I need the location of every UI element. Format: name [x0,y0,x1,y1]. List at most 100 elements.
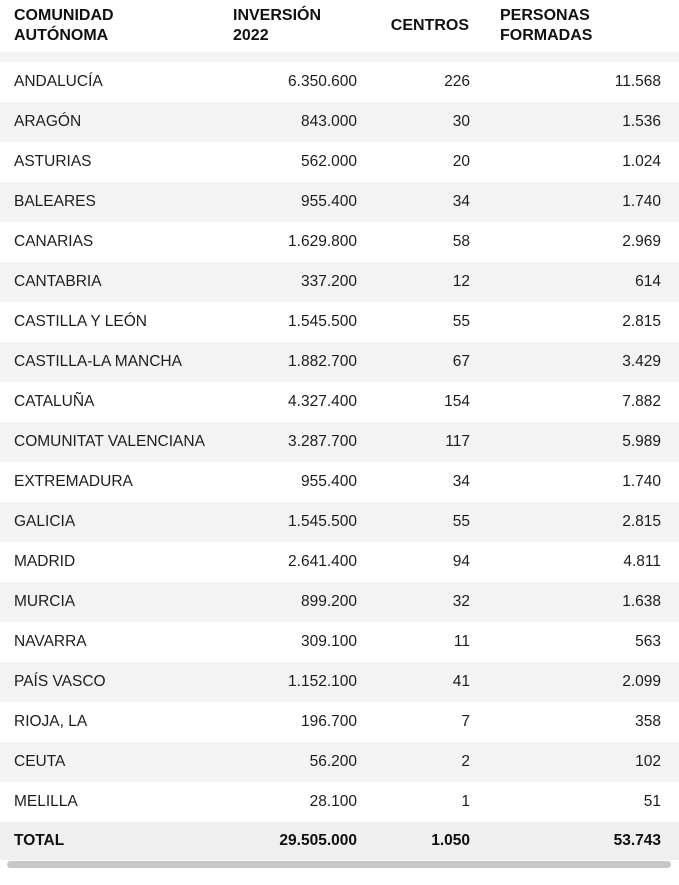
cell-investment: 6.350.600 [288,73,357,90]
table-row: ANDALUCÍA 6.350.600 226 11.568 [0,57,679,102]
cell-investment: 196.700 [300,713,357,730]
table-row: MADRID 2.641.400 94 4.811 [0,542,679,582]
cell-centers: 30 [452,113,470,130]
cell-trained: 7.882 [622,393,661,410]
col-header-comunidad-autonoma: COMUNIDAD AUTÓNOMA [0,0,219,62]
cell-trained: 1.638 [622,593,661,610]
cell-investment: 1.629.800 [288,233,357,250]
cell-trained: 5.989 [622,433,661,450]
cell-community: MURCIA [14,593,76,610]
cell-community: BALEARES [14,193,96,210]
cell-investment: 899.200 [300,593,357,610]
cell-centers: 94 [452,553,470,570]
cell-trained: 563 [635,633,661,650]
cell-centers: 55 [452,513,470,530]
header-row: COMUNIDAD AUTÓNOMA INVERSIÓN 2022 CENTRO… [0,0,679,62]
col-header-personas-formadas: PERSONAS FORMADAS [470,0,679,62]
cell-centers: 226 [444,73,470,90]
cell-community: RIOJA, LA [14,713,88,730]
cell-community: COMUNITAT VALENCIANA [14,433,205,450]
cell-community: PAÍS VASCO [14,673,106,690]
table-row: EXTREMADURA 955.400 34 1.740 [0,462,679,502]
cell-community: CEUTA [14,753,66,770]
cell-trained: 51 [643,793,661,810]
cell-centers: 55 [452,313,470,330]
cell-investment: 1.152.100 [288,673,357,690]
cell-community: GALICIA [14,513,76,530]
cell-investment: 337.200 [300,273,357,290]
table-row: ARAGÓN 843.000 30 1.536 [0,102,679,142]
cell-trained: 3.429 [622,353,661,370]
cell-community: ANDALUCÍA [14,73,103,90]
cell-investment: 4.327.400 [288,393,357,410]
scrollbar-thumb[interactable] [7,861,671,868]
cell-investment: 1.545.500 [288,313,357,330]
total-investment-value: 29.505.000 [219,822,357,860]
table-row: NAVARRA 309.100 11 563 [0,622,679,662]
cell-centers: 7 [461,713,470,730]
table-row: CANTABRIA 337.200 12 614 [0,262,679,302]
table-row: ASTURIAS 562.000 20 1.024 [0,142,679,182]
cell-trained: 2.815 [622,313,661,330]
cell-community: ASTURIAS [14,153,92,170]
cell-community: CANARIAS [14,233,94,250]
cell-investment: 56.200 [309,753,357,770]
cell-centers: 12 [452,273,470,290]
cell-community: CATALUÑA [14,393,95,410]
cell-investment: 3.287.700 [288,433,357,450]
cell-investment: 2.641.400 [288,553,357,570]
table-row: CATALUÑA 4.327.400 154 7.882 [0,382,679,422]
cell-investment: 843.000 [300,113,357,130]
cell-trained: 1.024 [622,153,661,170]
table-row: GALICIA 1.545.500 55 2.815 [0,502,679,542]
cell-community: CASTILLA Y LEÓN [14,313,147,330]
cell-investment: 309.100 [300,633,357,650]
cell-centers: 154 [444,393,470,410]
cell-centers: 1 [461,793,470,810]
cell-centers: 32 [452,593,470,610]
col-header-centros: CENTROS [357,0,470,62]
cell-trained: 2.099 [622,673,661,690]
table-row: CEUTA 56.200 2 102 [0,742,679,782]
cell-trained: 4.811 [623,553,661,570]
cell-community: MELILLA [14,793,78,810]
total-trained-value: 53.743 [470,822,679,860]
table-row: CASTILLA-LA MANCHA 1.882.700 67 3.429 [0,342,679,382]
col-header-label: CENTROS [390,17,469,34]
total-centers-value: 1.050 [357,822,470,860]
col-header-label: INVERSIÓN 2022 [233,7,322,44]
cell-community: EXTREMADURA [14,473,133,490]
cell-community: NAVARRA [14,633,87,650]
cell-centers: 2 [461,753,470,770]
table-row: RIOJA, LA 196.700 7 358 [0,702,679,742]
cell-centers: 67 [452,353,470,370]
total-row: TOTAL 29.505.000 1.050 53.743 [0,822,679,860]
table-row: COMUNITAT VALENCIANA 3.287.700 117 5.989 [0,422,679,462]
cell-community: MADRID [14,553,76,570]
cell-trained: 1.740 [622,193,661,210]
table-body: ANDALUCÍA 6.350.600 226 11.568 ARAGÓN 843.000… [0,57,679,822]
cell-centers: 11 [453,633,470,650]
cell-community: CASTILLA-LA MANCHA [14,353,182,370]
col-header-inversion-2022: INVERSIÓN 2022 [219,0,357,62]
cell-investment: 955.400 [300,473,357,490]
cell-centers: 20 [452,153,470,170]
horizontal-scrollbar[interactable] [0,860,679,869]
cell-centers: 117 [445,433,470,450]
cell-trained: 2.969 [622,233,661,250]
cell-investment: 562.000 [300,153,357,170]
cell-centers: 34 [452,473,470,490]
col-header-label: PERSONAS FORMADAS [500,7,593,44]
cell-investment: 955.400 [300,193,357,210]
total-label: TOTAL [0,822,219,860]
cell-community: CANTABRIA [14,273,102,290]
cell-community: ARAGÓN [14,113,82,130]
table-row: CASTILLA Y LEÓN 1.545.500 55 2.815 [0,302,679,342]
table-row: MURCIA 899.200 32 1.638 [0,582,679,622]
col-header-label: COMUNIDAD AUTÓNOMA [14,7,114,44]
table-row: MELILLA 28.100 1 51 [0,782,679,822]
cell-trained: 1.536 [622,113,661,130]
cell-centers: 58 [452,233,470,250]
table-row: BALEARES 955.400 34 1.740 [0,182,679,222]
cell-trained: 614 [635,273,661,290]
